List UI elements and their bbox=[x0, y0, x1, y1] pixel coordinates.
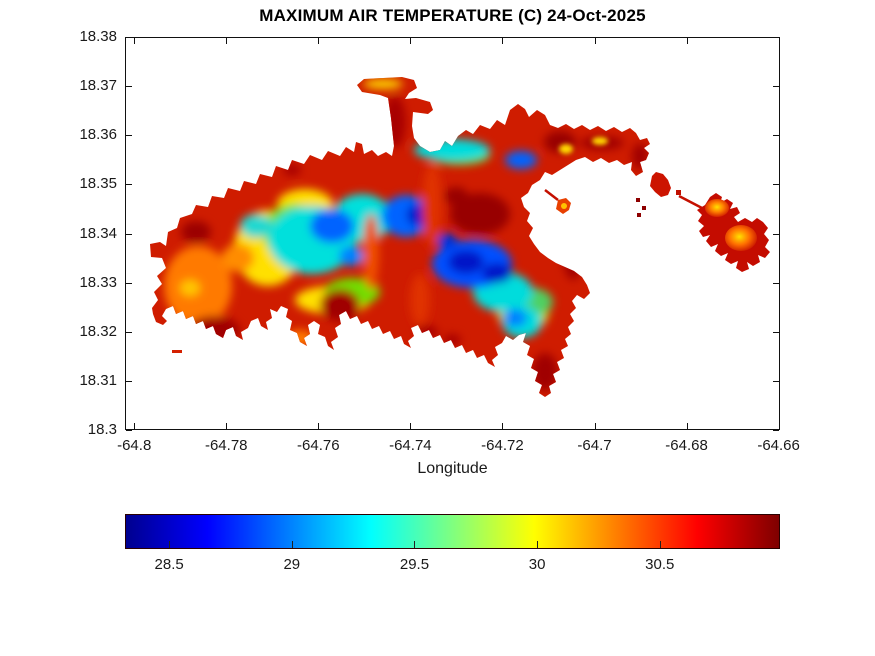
y-tick-label: 18.36 bbox=[79, 126, 117, 144]
x-tick-mark bbox=[778, 423, 780, 429]
x-tick-mark bbox=[134, 423, 136, 429]
y-tick-mark bbox=[126, 331, 132, 333]
y-tick-mark bbox=[126, 135, 132, 137]
colorbar-tick-mark bbox=[537, 541, 539, 548]
y-tick-label: 18.33 bbox=[79, 273, 117, 291]
x-tick-mark bbox=[502, 423, 504, 429]
y-tick-label: 18.31 bbox=[79, 371, 117, 389]
y-tick-label: 18.3 bbox=[87, 421, 117, 438]
x-tick-mark-top bbox=[502, 38, 504, 44]
x-tick-label: -64.7 bbox=[577, 437, 612, 454]
colorbar-tick-mark bbox=[414, 541, 416, 548]
colorbar-tick-label: 29.5 bbox=[399, 556, 430, 573]
x-tick-mark-top bbox=[318, 38, 320, 44]
y-tick-mark-right bbox=[773, 86, 779, 88]
y-tick-label: 18.38 bbox=[79, 28, 117, 45]
x-tick-label: -64.8 bbox=[117, 437, 152, 454]
colorbar-tick-mark bbox=[169, 541, 171, 548]
temperature-map bbox=[150, 77, 770, 397]
colorbar bbox=[125, 514, 780, 549]
y-tick-mark bbox=[126, 282, 132, 284]
x-tick-mark-top bbox=[686, 38, 688, 44]
y-tick-label: 18.32 bbox=[79, 322, 117, 340]
y-tick-mark-right bbox=[773, 37, 779, 38]
plot-area bbox=[125, 37, 780, 431]
x-tick-label: -64.68 bbox=[665, 437, 708, 454]
y-tick-mark bbox=[126, 430, 132, 431]
colorbar-tick-label: 30.5 bbox=[645, 556, 675, 573]
main-island bbox=[150, 77, 650, 397]
x-tick-mark-top bbox=[226, 38, 228, 44]
y-tick-mark bbox=[126, 37, 132, 38]
y-tick-mark bbox=[126, 380, 132, 382]
colorbar-tick-label: 28.5 bbox=[154, 556, 184, 573]
southwest-speck bbox=[172, 350, 182, 353]
y-tick-mark bbox=[126, 86, 132, 88]
x-tick-label: -64.72 bbox=[481, 437, 524, 454]
y-tick-label: 18.37 bbox=[79, 77, 117, 95]
y-tick-label: 18.35 bbox=[79, 175, 117, 193]
y-tick-mark-right bbox=[773, 233, 779, 235]
x-tick-mark-top bbox=[594, 38, 596, 44]
x-tick-label: -64.78 bbox=[204, 437, 248, 454]
x-tick-label: -64.74 bbox=[389, 437, 432, 454]
x-tick-mark bbox=[226, 423, 228, 429]
colorbar-tick-label: 29 bbox=[283, 556, 301, 573]
y-tick-mark-right bbox=[773, 282, 779, 284]
east-islets bbox=[544, 172, 770, 272]
x-tick-mark-top bbox=[134, 38, 136, 44]
y-tick-mark-right bbox=[773, 184, 779, 186]
x-tick-mark bbox=[594, 423, 596, 429]
x-tick-mark bbox=[410, 423, 412, 429]
x-tick-mark-top bbox=[778, 38, 780, 44]
x-tick-mark-top bbox=[410, 38, 412, 44]
x-tick-label: -64.76 bbox=[297, 437, 340, 454]
y-tick-label: 18.34 bbox=[79, 224, 117, 242]
colorbar-tick-mark bbox=[659, 541, 661, 548]
x-tick-mark bbox=[318, 423, 320, 429]
y-tick-mark bbox=[126, 184, 132, 186]
y-tick-mark-right bbox=[773, 135, 779, 137]
y-tick-mark bbox=[126, 233, 132, 235]
chart-title: MAXIMUM AIR TEMPERATURE (C) 24-Oct-2025 bbox=[259, 6, 646, 25]
y-tick-mark-right bbox=[773, 430, 779, 431]
colorbar-tick-mark bbox=[291, 541, 293, 548]
x-tick-label: -64.66 bbox=[757, 437, 800, 454]
colorbar-tick-label: 30 bbox=[528, 556, 546, 573]
y-tick-mark-right bbox=[773, 380, 779, 382]
y-tick-mark-right bbox=[773, 331, 779, 333]
x-axis-label: Longitude bbox=[417, 460, 488, 477]
x-tick-mark bbox=[686, 423, 688, 429]
